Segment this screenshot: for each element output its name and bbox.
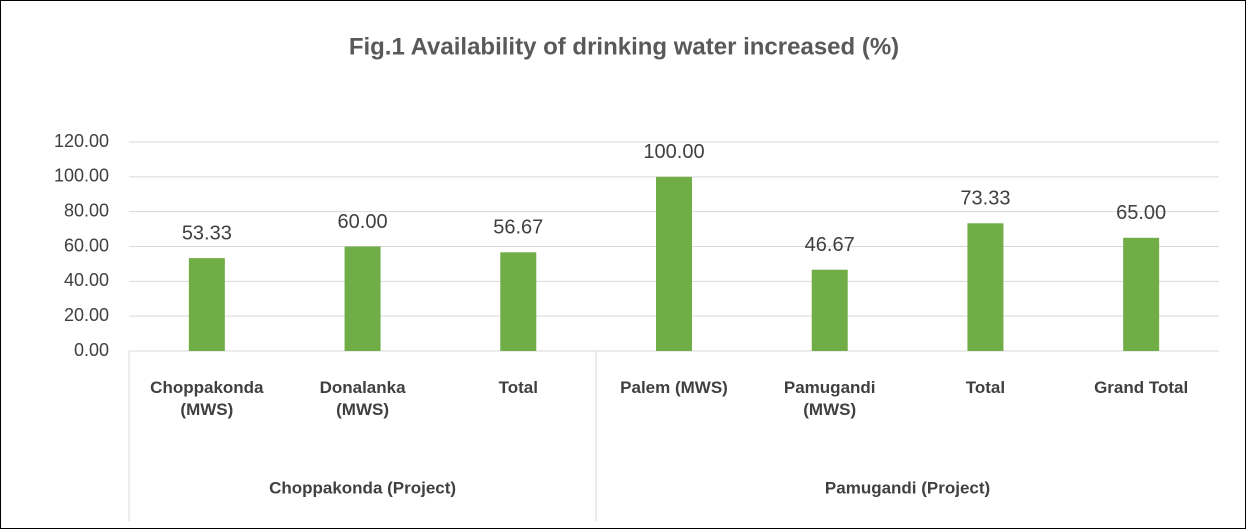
chart-title: Fig.1 Availability of drinking water inc…	[349, 33, 899, 60]
x-tick-label: Grand Total	[1094, 378, 1189, 397]
bar	[811, 269, 848, 351]
bar	[500, 252, 537, 351]
bar	[344, 246, 381, 351]
y-tick-label: 100.00	[54, 166, 109, 186]
y-tick-label: 80.00	[64, 200, 109, 220]
x-tick-label: Donalanka (MWS)	[319, 378, 406, 419]
group-label: Choppakonda (Project)	[269, 478, 456, 497]
value-label: 73.33	[960, 188, 1010, 210]
x-tick-label: Choppakonda (MWS)	[150, 378, 264, 419]
x-tick-label: Palem (MWS)	[620, 378, 728, 397]
value-label: 60.00	[338, 211, 388, 233]
value-label: 46.67	[805, 234, 855, 256]
x-tick-label: Total	[965, 378, 1006, 397]
y-tick-label: 60.00	[64, 235, 109, 255]
value-label: 56.67	[493, 217, 543, 239]
x-tick-label: Pamugandi (MWS)	[783, 378, 876, 419]
y-tick-label: 120.00	[54, 131, 109, 151]
bar	[188, 258, 225, 351]
bar	[656, 176, 692, 351]
y-tick-label: 0.00	[74, 340, 109, 360]
y-tick-label: 20.00	[64, 305, 109, 325]
x-tick-label: Total	[498, 378, 538, 397]
value-label: 100.00	[643, 141, 704, 163]
y-tick-label: 40.00	[64, 270, 109, 290]
value-label: 65.00	[1116, 202, 1166, 224]
bar	[1123, 237, 1160, 351]
value-label: 53.33	[182, 222, 232, 244]
group-label: Pamugandi (Project)	[825, 478, 990, 497]
bar	[967, 223, 1004, 351]
